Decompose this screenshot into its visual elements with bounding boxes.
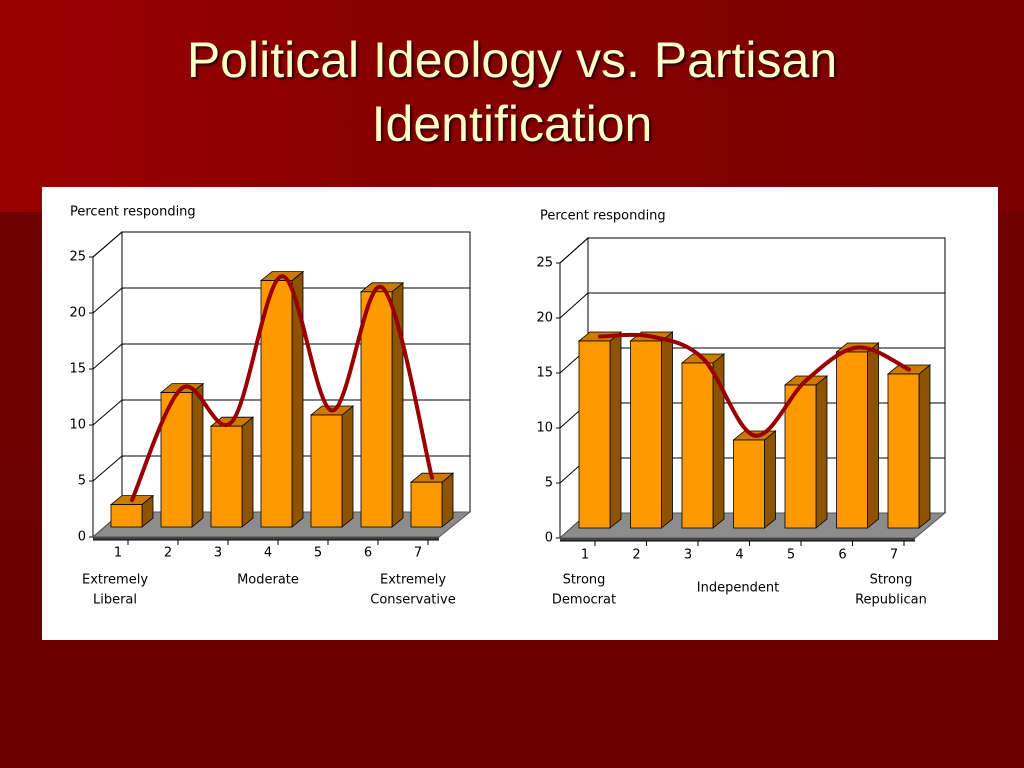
side-wall bbox=[92, 230, 123, 539]
y-tick-label: 10 bbox=[536, 421, 553, 436]
x-tick-label: 3 bbox=[684, 548, 692, 563]
bar-front bbox=[210, 425, 243, 528]
annotation: Independent bbox=[697, 581, 779, 596]
y-tick-label: 15 bbox=[536, 366, 553, 381]
bar-side bbox=[764, 430, 776, 529]
bar-front bbox=[360, 291, 393, 528]
bar bbox=[629, 331, 674, 529]
bar-front bbox=[630, 340, 662, 529]
y-tick-label: 0 bbox=[545, 531, 553, 546]
bar-front bbox=[578, 340, 611, 529]
y-tick-label: 15 bbox=[69, 362, 86, 377]
x-tick-label: 7 bbox=[414, 546, 422, 561]
trend-curve bbox=[598, 332, 911, 438]
trend-curve bbox=[130, 274, 434, 503]
bar-front bbox=[784, 384, 817, 529]
header-band bbox=[0, 0, 1024, 212]
bar bbox=[409, 472, 455, 528]
y-tick-label: 0 bbox=[78, 530, 86, 545]
bar-front bbox=[681, 362, 714, 529]
y-tick-label: 25 bbox=[69, 250, 86, 265]
grid-line bbox=[92, 343, 123, 370]
x-tick-label: 7 bbox=[890, 548, 898, 563]
bar bbox=[359, 281, 405, 528]
bar bbox=[259, 270, 305, 528]
grid-line bbox=[92, 231, 123, 258]
y-tick-label: 25 bbox=[536, 256, 553, 271]
x-tick-label: 6 bbox=[838, 548, 846, 563]
bar bbox=[109, 494, 155, 528]
x-tick-label: 6 bbox=[364, 546, 372, 561]
bar-front bbox=[836, 351, 868, 529]
bar-front bbox=[887, 373, 920, 529]
annotation: Democrat bbox=[552, 593, 616, 608]
grid-line bbox=[559, 292, 589, 319]
bar bbox=[732, 430, 777, 529]
bar-front bbox=[410, 481, 443, 528]
x-tick-label: 3 bbox=[214, 546, 222, 561]
y-tick-label: 5 bbox=[78, 474, 86, 489]
bar-front bbox=[733, 439, 765, 529]
bar bbox=[159, 382, 205, 528]
bar-front bbox=[260, 280, 293, 528]
bar-side bbox=[918, 364, 931, 529]
y-axis-label: Percent responding bbox=[540, 209, 666, 224]
bar-front bbox=[310, 414, 343, 528]
x-tick-label: 5 bbox=[314, 546, 322, 561]
annotation: Strong bbox=[563, 573, 606, 588]
bar-side bbox=[815, 375, 828, 529]
floor-edge bbox=[560, 538, 915, 541]
grid-line bbox=[559, 237, 589, 264]
y-tick-label: 5 bbox=[545, 476, 553, 491]
annotation: Moderate bbox=[237, 573, 299, 588]
bar-front bbox=[110, 504, 143, 528]
x-tick-label: 1 bbox=[581, 548, 589, 563]
y-tick-label: 20 bbox=[69, 306, 86, 321]
bar bbox=[577, 331, 623, 529]
grid-line bbox=[92, 287, 123, 314]
bar-side bbox=[241, 416, 254, 528]
y-tick-label: 10 bbox=[69, 418, 86, 433]
annotation: Liberal bbox=[93, 593, 137, 608]
y-tick-label: 20 bbox=[536, 311, 553, 326]
x-tick-label: 2 bbox=[164, 546, 172, 561]
x-tick-label: 2 bbox=[632, 548, 640, 563]
floor-edge bbox=[93, 537, 439, 540]
annotation: Extremely bbox=[82, 573, 148, 588]
annotation: Conservative bbox=[370, 593, 455, 608]
y-axis-label: Percent responding bbox=[70, 205, 196, 220]
grid-line bbox=[92, 455, 123, 482]
slide-title: Political Ideology vs. Partisan Identifi… bbox=[186, 32, 838, 152]
annotation: Strong bbox=[870, 573, 913, 588]
bar-side bbox=[341, 405, 354, 528]
x-tick-label: 4 bbox=[735, 548, 743, 563]
grid-line bbox=[92, 399, 123, 426]
bar-side bbox=[661, 331, 673, 529]
bar-side bbox=[609, 331, 622, 529]
bar bbox=[680, 353, 726, 529]
bar bbox=[209, 416, 255, 528]
bar bbox=[886, 364, 932, 529]
bar bbox=[835, 342, 880, 529]
annotation: Republican bbox=[855, 593, 927, 608]
x-tick-label: 4 bbox=[264, 546, 272, 561]
annotation: Extremely bbox=[380, 573, 446, 588]
x-tick-label: 1 bbox=[114, 546, 122, 561]
x-tick-label: 5 bbox=[787, 548, 795, 563]
bar-side bbox=[867, 342, 879, 529]
bar-side bbox=[191, 382, 204, 528]
bar bbox=[309, 405, 355, 528]
